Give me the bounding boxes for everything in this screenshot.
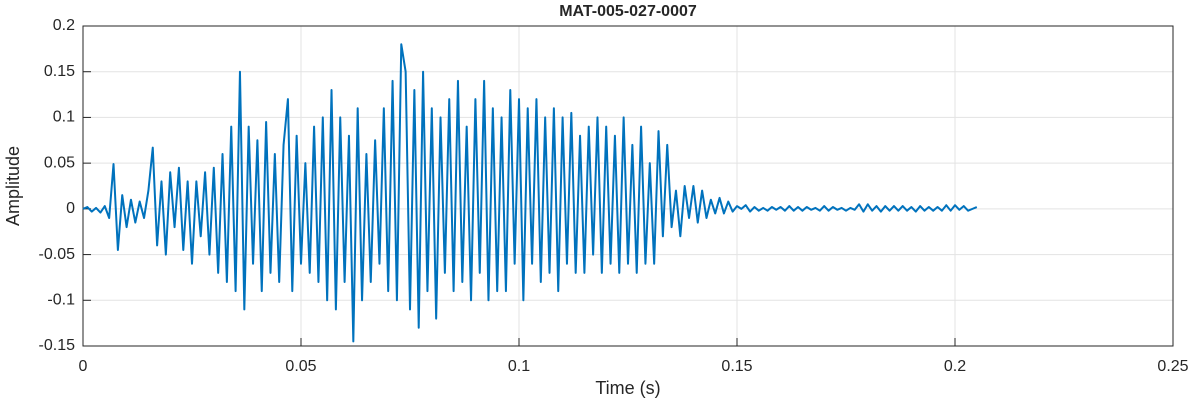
y-tick-label: -0.15 bbox=[39, 337, 76, 354]
y-tick-label: 0 bbox=[66, 200, 75, 217]
y-tick-label: 0.2 bbox=[53, 17, 75, 34]
x-tick-label: 0 bbox=[79, 358, 88, 375]
x-tick-label: 0.2 bbox=[944, 358, 966, 375]
x-axis-label: Time (s) bbox=[595, 378, 660, 398]
y-tick-label: 0.15 bbox=[44, 63, 75, 80]
x-tick-label: 0.05 bbox=[285, 358, 316, 375]
chart-title: MAT-005-027-0007 bbox=[559, 3, 697, 20]
x-tick-label: 0.25 bbox=[1157, 358, 1188, 375]
y-tick-label: -0.1 bbox=[47, 292, 75, 309]
y-tick-label: 0.1 bbox=[53, 109, 75, 126]
x-tick-label: 0.15 bbox=[721, 358, 752, 375]
y-tick-label: -0.05 bbox=[39, 246, 76, 263]
waveform-line bbox=[82, 43, 978, 343]
axes-box bbox=[82, 25, 1174, 347]
x-tick-label: 0.1 bbox=[508, 358, 530, 375]
y-tick-label: 0.05 bbox=[44, 154, 75, 171]
y-axis-label: Amplitude bbox=[3, 146, 23, 226]
